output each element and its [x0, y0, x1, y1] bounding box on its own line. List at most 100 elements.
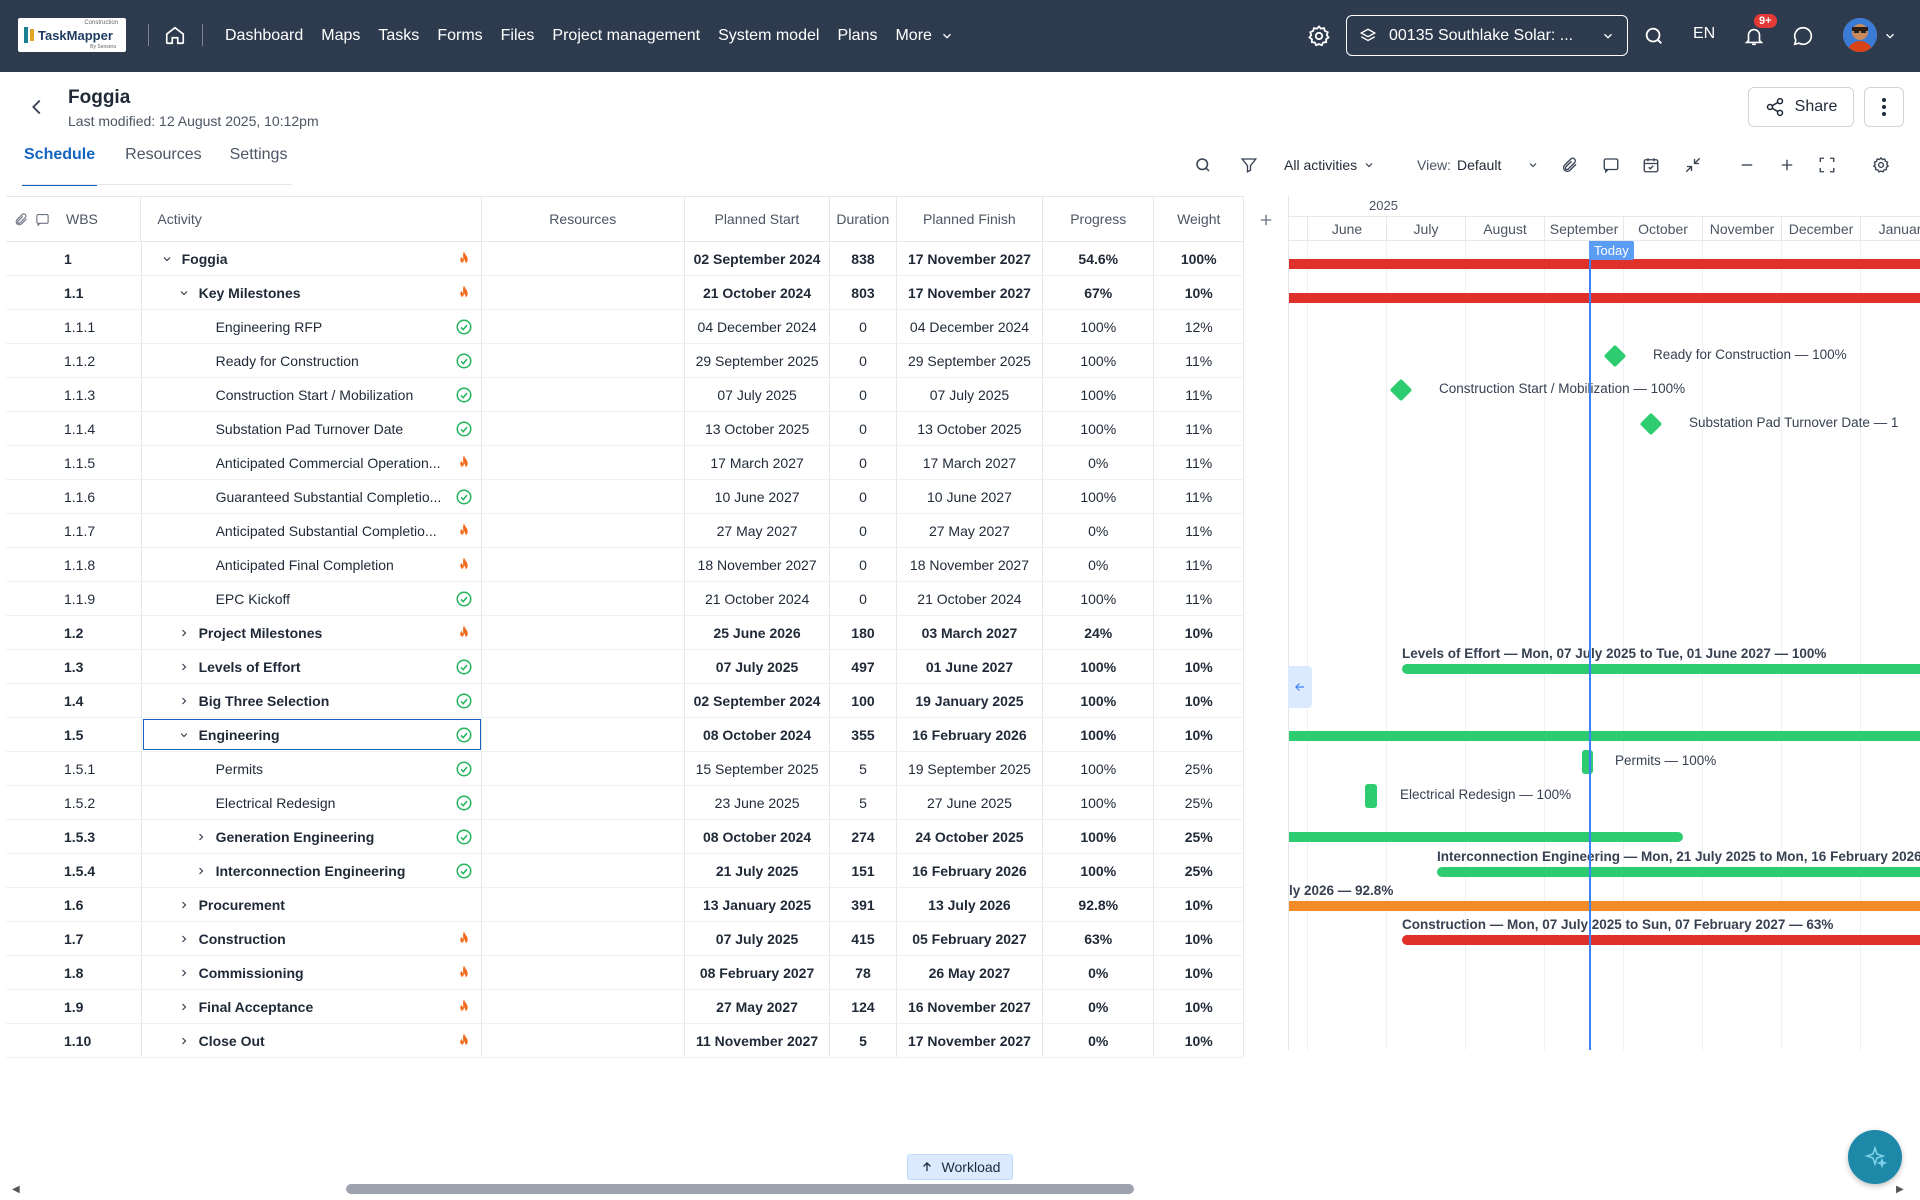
- cell-duration[interactable]: 78: [830, 956, 897, 989]
- cell-duration[interactable]: 0: [830, 310, 897, 343]
- cell-resources[interactable]: [482, 888, 685, 921]
- cell-resources[interactable]: [482, 956, 685, 989]
- nav-more-menu[interactable]: More: [895, 27, 953, 45]
- cell-activity[interactable]: Anticipated Substantial Completio...: [142, 514, 483, 547]
- cell-planned-finish[interactable]: 16 February 2026: [897, 854, 1044, 887]
- table-row[interactable]: 1.7 Construction 07 July 2025 415 05 Februar…: [6, 922, 1244, 956]
- cell-planned-start[interactable]: 11 November 2027: [685, 1024, 831, 1057]
- cell-planned-start[interactable]: 21 October 2024: [685, 582, 831, 615]
- cell-planned-finish[interactable]: 13 October 2025: [897, 412, 1044, 445]
- cell-planned-start[interactable]: 10 June 2027: [685, 480, 831, 513]
- cell-progress[interactable]: 100%: [1043, 344, 1155, 377]
- cell-progress[interactable]: 24%: [1043, 616, 1155, 649]
- table-row[interactable]: 1 Foggia 02 September 2024 838 17 November 2…: [6, 242, 1245, 276]
- table-row[interactable]: 1.1 Key Milestones 21 October 2024 803 17 No…: [6, 276, 1244, 310]
- gantt-bar-generation-engineering[interactable]: [1289, 832, 1683, 842]
- cell-planned-start[interactable]: 25 June 2026: [685, 616, 831, 649]
- table-row[interactable]: 1.2 Project Milestones 25 June 2026 180 03 M…: [6, 616, 1244, 650]
- cell-planned-finish[interactable]: 29 September 2025: [897, 344, 1044, 377]
- cell-planned-start[interactable]: 07 July 2025: [685, 922, 831, 955]
- cell-progress[interactable]: 100%: [1043, 752, 1155, 785]
- header-activity[interactable]: Activity: [141, 197, 482, 241]
- table-row[interactable]: 1.6 Procurement 13 January 2025 391 13 July …: [6, 888, 1244, 922]
- cell-weight[interactable]: 11%: [1154, 344, 1244, 377]
- cell-activity[interactable]: Anticipated Commercial Operation...: [142, 446, 483, 479]
- cell-activity[interactable]: Construction: [142, 922, 482, 955]
- nav-link-system-model[interactable]: System model: [718, 27, 820, 44]
- cell-weight[interactable]: 11%: [1154, 582, 1244, 615]
- header-weight[interactable]: Weight: [1154, 197, 1245, 241]
- table-row[interactable]: 1.10 Close Out 11 November 2027 5 17 Novembe…: [6, 1024, 1244, 1058]
- cell-progress[interactable]: 0%: [1043, 990, 1155, 1023]
- cell-planned-start[interactable]: 02 September 2024: [685, 684, 831, 717]
- cell-planned-start[interactable]: 21 July 2025: [685, 854, 831, 887]
- cell-activity[interactable]: Construction Start / Mobilization: [142, 378, 483, 411]
- cell-weight[interactable]: 10%: [1154, 888, 1244, 921]
- cell-planned-start[interactable]: 18 November 2027: [685, 548, 831, 581]
- gantt-bar-key-milestones[interactable]: [1289, 293, 1920, 303]
- table-row[interactable]: 1.1.3 Construction Start / Mobilization 07…: [6, 378, 1244, 412]
- table-row[interactable]: 1.9 Final Acceptance 27 May 2027 124 16 Nove…: [6, 990, 1244, 1024]
- chevron-right-icon[interactable]: [194, 864, 208, 878]
- back-arrow-icon[interactable]: [26, 96, 50, 120]
- cell-resources[interactable]: [482, 752, 685, 785]
- cell-duration[interactable]: 0: [830, 514, 897, 547]
- cell-progress[interactable]: 54.6%: [1043, 242, 1155, 275]
- cell-activity[interactable]: Substation Pad Turnover Date: [142, 412, 483, 445]
- cell-planned-finish[interactable]: 19 January 2025: [897, 684, 1044, 717]
- cell-weight[interactable]: 11%: [1154, 548, 1244, 581]
- table-row[interactable]: 1.1.6 Guaranteed Substantial Completio...…: [6, 480, 1244, 514]
- cell-planned-start[interactable]: 02 September 2024: [685, 242, 831, 275]
- cell-progress[interactable]: 0%: [1043, 514, 1155, 547]
- table-row[interactable]: 1.1.5 Anticipated Commercial Operation...…: [6, 446, 1244, 480]
- workload-toggle-button[interactable]: Workload: [907, 1154, 1013, 1180]
- cell-duration[interactable]: 391: [830, 888, 897, 921]
- cell-planned-start[interactable]: 13 January 2025: [685, 888, 831, 921]
- chevron-right-icon[interactable]: [194, 830, 208, 844]
- collapse-grid-button[interactable]: [1288, 666, 1312, 708]
- chevron-down-icon[interactable]: [1882, 28, 1898, 44]
- filter-icon[interactable]: [1240, 153, 1258, 177]
- scroll-left-arrow-icon[interactable]: ◀: [12, 1184, 20, 1195]
- cell-progress[interactable]: 100%: [1043, 650, 1155, 683]
- cell-progress[interactable]: 92.8%: [1043, 888, 1155, 921]
- cell-planned-finish[interactable]: 18 November 2027: [897, 548, 1044, 581]
- paperclip-icon[interactable]: [1561, 153, 1579, 177]
- header-progress[interactable]: Progress: [1043, 197, 1155, 241]
- table-row[interactable]: 1.5.3 Generation Engineering 08 October 20…: [6, 820, 1244, 854]
- cell-planned-finish[interactable]: 17 November 2027: [897, 242, 1044, 275]
- home-icon[interactable]: [164, 24, 186, 46]
- cell-progress[interactable]: 100%: [1043, 820, 1155, 853]
- cell-planned-finish[interactable]: 26 May 2027: [897, 956, 1044, 989]
- cell-resources[interactable]: [482, 480, 685, 513]
- cell-activity[interactable]: Project Milestones: [142, 616, 482, 649]
- cell-planned-finish[interactable]: 16 February 2026: [897, 718, 1044, 751]
- cell-progress[interactable]: 100%: [1043, 378, 1155, 411]
- cell-resources[interactable]: [482, 276, 685, 309]
- cell-resources[interactable]: [482, 718, 685, 751]
- cell-planned-finish[interactable]: 04 December 2024: [897, 310, 1044, 343]
- cell-duration[interactable]: 124: [830, 990, 897, 1023]
- cell-planned-start[interactable]: 13 October 2025: [685, 412, 831, 445]
- cell-activity[interactable]: Commissioning: [142, 956, 482, 989]
- chevron-right-icon[interactable]: [177, 1000, 191, 1014]
- cell-resources[interactable]: [482, 378, 685, 411]
- horizontal-scrollbar[interactable]: [346, 1184, 1134, 1194]
- cell-weight[interactable]: 10%: [1154, 922, 1244, 955]
- gantt-bar-procurement[interactable]: [1289, 901, 1920, 911]
- cell-activity[interactable]: Engineering: [142, 718, 482, 751]
- nav-link-maps[interactable]: Maps: [321, 27, 361, 44]
- cell-planned-start[interactable]: 07 July 2025: [685, 378, 831, 411]
- add-column-button[interactable]: [1252, 206, 1280, 234]
- cell-activity[interactable]: Engineering RFP: [142, 310, 483, 343]
- chevron-right-icon[interactable]: [177, 626, 191, 640]
- cell-activity[interactable]: Levels of Effort: [142, 650, 482, 683]
- cell-activity[interactable]: Big Three Selection: [142, 684, 482, 717]
- chevron-right-icon[interactable]: [177, 898, 191, 912]
- cell-duration[interactable]: 180: [830, 616, 897, 649]
- gantt-bar-engineering[interactable]: [1289, 731, 1920, 741]
- cell-planned-finish[interactable]: 16 November 2027: [897, 990, 1044, 1023]
- chevron-right-icon[interactable]: [177, 966, 191, 980]
- cell-duration[interactable]: 0: [830, 446, 897, 479]
- cell-planned-finish[interactable]: 03 March 2027: [897, 616, 1044, 649]
